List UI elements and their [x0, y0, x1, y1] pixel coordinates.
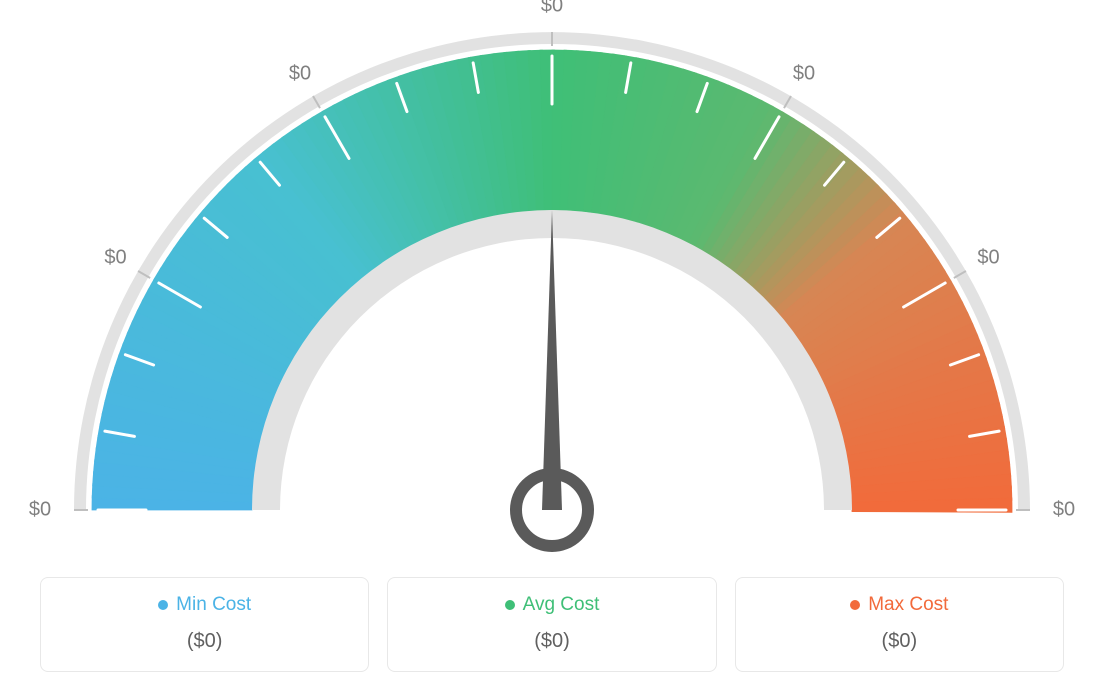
- gauge-tick-label: $0: [1053, 499, 1075, 522]
- gauge-tick-label: $0: [541, 0, 563, 18]
- legend-title-max: Max Cost: [748, 594, 1051, 616]
- legend-title-avg: Avg Cost: [400, 594, 703, 616]
- dot-icon: [505, 600, 515, 610]
- gauge-tick-label: $0: [793, 62, 815, 85]
- gauge: $0 $0 $0 $0 $0 $0 $0: [0, 0, 1104, 560]
- legend-value-min: ($0): [53, 630, 356, 653]
- legend-label: Min Cost: [176, 594, 251, 616]
- legend-title-min: Min Cost: [53, 594, 356, 616]
- gauge-tick-label: $0: [29, 499, 51, 522]
- legend-value-max: ($0): [748, 630, 1051, 653]
- gauge-tick-label: $0: [977, 247, 999, 270]
- legend-label: Avg Cost: [523, 594, 600, 616]
- gauge-tick-label: $0: [289, 62, 311, 85]
- gauge-tick-label: $0: [104, 247, 126, 270]
- gauge-cost-chart: $0 $0 $0 $0 $0 $0 $0 Min Cost ($0) Avg Cost ($…: [0, 0, 1104, 690]
- dot-icon: [158, 600, 168, 610]
- legend-label: Max Cost: [868, 594, 948, 616]
- legend-value-avg: ($0): [400, 630, 703, 653]
- legend-card-avg: Avg Cost ($0): [387, 577, 716, 672]
- dot-icon: [850, 600, 860, 610]
- gauge-svg: [0, 0, 1104, 580]
- legend-row: Min Cost ($0) Avg Cost ($0) Max Cost ($0…: [40, 577, 1064, 672]
- legend-card-max: Max Cost ($0): [735, 577, 1064, 672]
- legend-card-min: Min Cost ($0): [40, 577, 369, 672]
